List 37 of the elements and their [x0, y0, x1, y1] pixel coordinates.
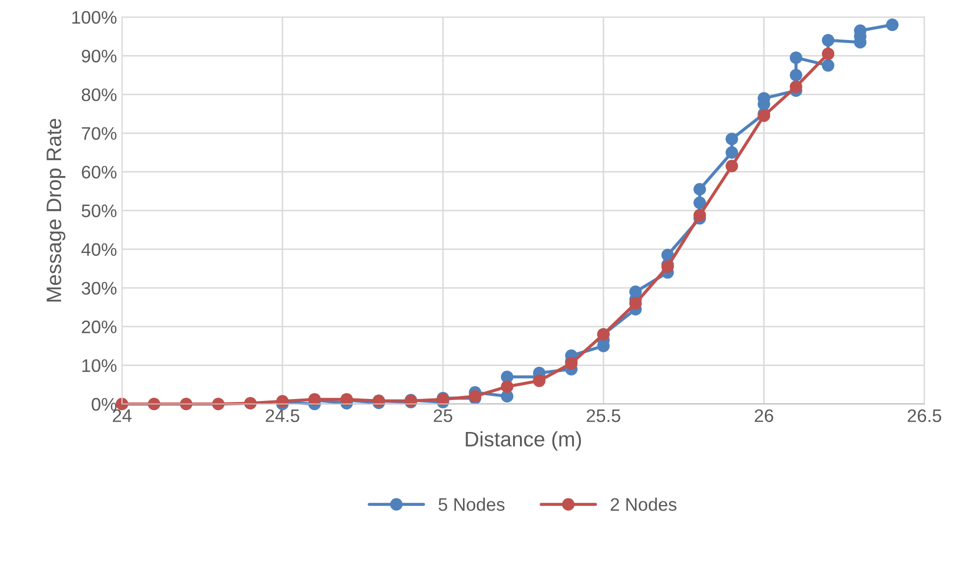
x-tick-label: 26.5	[908, 409, 942, 422]
point	[886, 18, 899, 32]
point	[790, 51, 802, 64]
point	[532, 374, 546, 388]
y-tick-label: 40%	[81, 243, 116, 256]
point	[629, 297, 642, 310]
legend-label: 2 Nodes	[610, 498, 676, 511]
point	[693, 196, 706, 210]
y-tick-label: 90%	[82, 50, 116, 62]
y-tick-label: 0%	[92, 398, 116, 411]
x-tick-label: 25.5	[586, 409, 620, 422]
y-tick-label: 10%	[82, 359, 116, 372]
point	[822, 59, 834, 72]
y-tick-label: 80%	[82, 88, 116, 102]
point	[726, 146, 738, 159]
y-tick-label: 100%	[72, 11, 116, 24]
point	[693, 183, 706, 196]
y-tick-label: 30%	[82, 282, 116, 295]
x-tick-label: 25	[434, 409, 452, 422]
y-tick-label: 60%	[82, 166, 116, 179]
point	[790, 80, 802, 93]
x-tick-label: 26	[754, 409, 774, 422]
point	[693, 208, 706, 222]
point	[500, 380, 514, 393]
point	[726, 132, 738, 146]
y-tick-label: 50%	[82, 204, 116, 218]
x-tick-label: 24	[112, 409, 132, 422]
x-tick-label: 24.5	[266, 409, 300, 422]
point	[790, 68, 802, 82]
point	[822, 48, 834, 60]
y-axis-title: Message Drop Rate	[46, 118, 66, 302]
y-tick-label: 70%	[82, 127, 116, 140]
x-axis-title: Distance (m)	[466, 431, 581, 451]
point	[822, 34, 834, 47]
legend-label: 5 Nodes	[438, 498, 504, 511]
y-tick-label: 20%	[82, 320, 116, 334]
point	[726, 160, 738, 172]
